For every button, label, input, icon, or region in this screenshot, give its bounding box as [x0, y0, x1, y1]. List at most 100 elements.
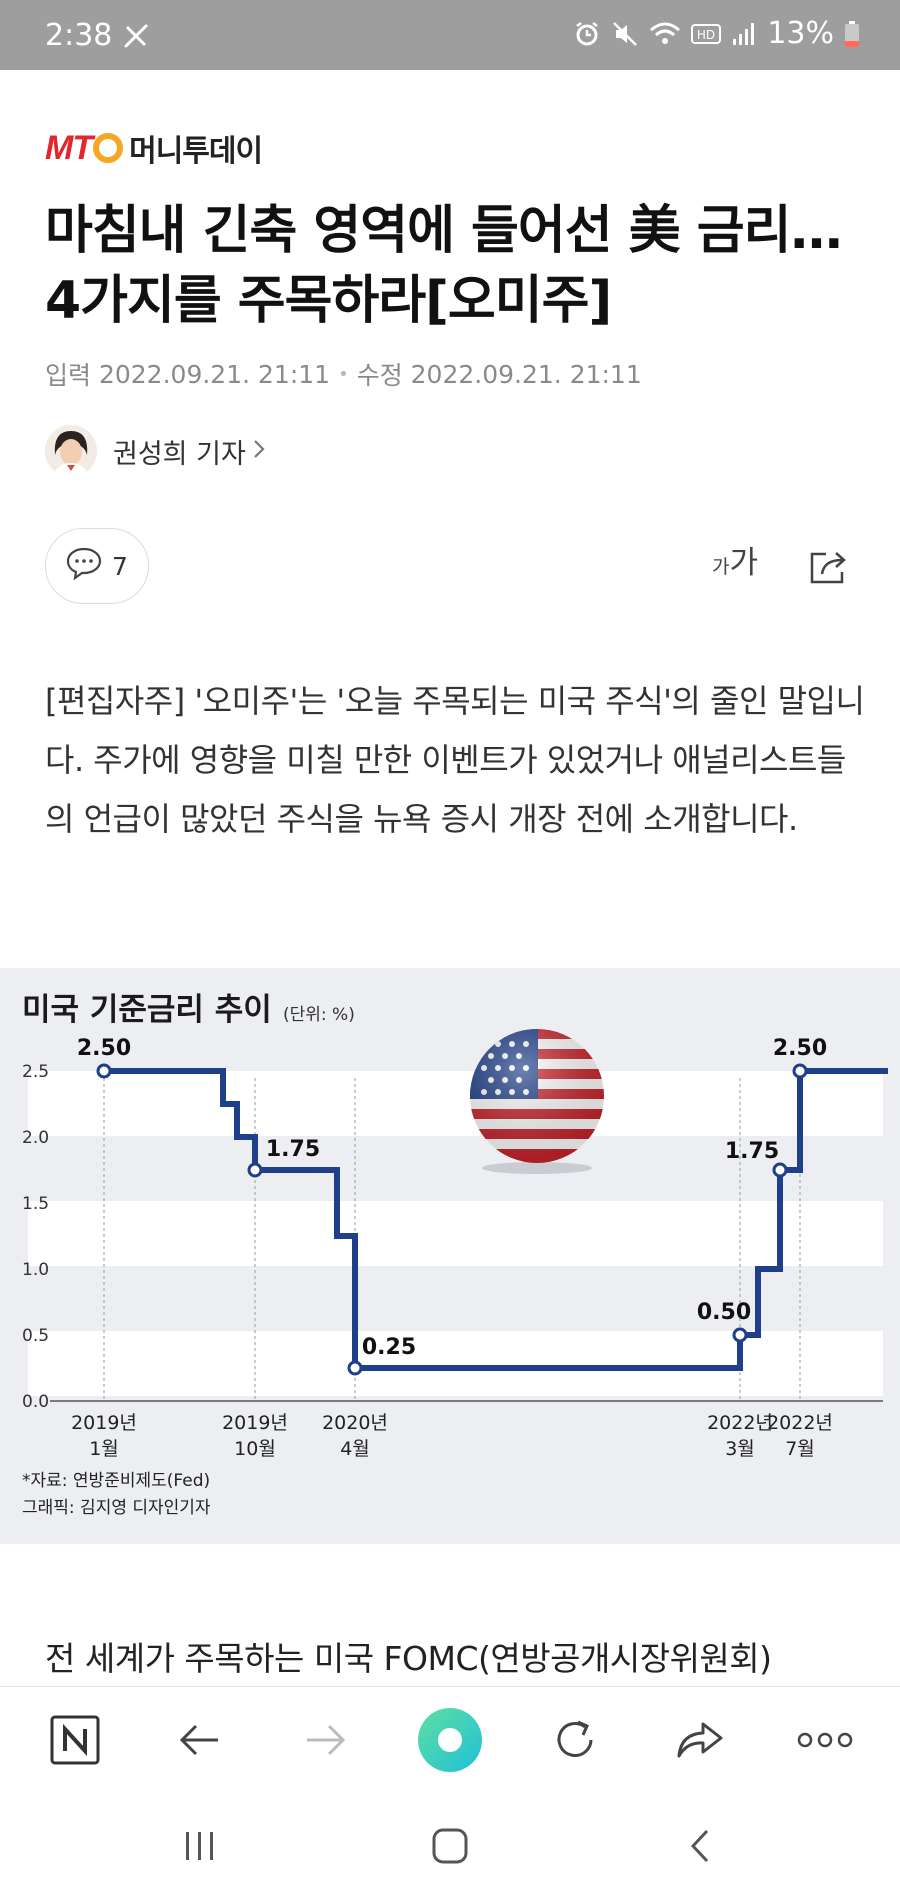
battery-percent: 13% [767, 16, 834, 51]
share-arrow-icon [677, 1722, 723, 1757]
back-button[interactable] [155, 1687, 245, 1792]
y-tick-label: 2.0 [22, 1128, 49, 1148]
data-label: 1.75 [266, 1137, 320, 1162]
chart-credit: 그래픽: 김지영 디자인기자 [22, 1498, 211, 1518]
highlight-point [732, 1327, 748, 1343]
tools-icon [122, 22, 150, 54]
separator-dot: • [338, 363, 349, 385]
article-title-line: 4가지를 주목하라[오미주] [45, 271, 612, 331]
input-label: 입력 [45, 361, 92, 390]
more-button[interactable] [780, 1687, 870, 1792]
data-label: 2.50 [77, 1036, 131, 1061]
grid-band [28, 1331, 883, 1396]
highlight-point [247, 1162, 263, 1178]
recent-apps-button[interactable] [150, 1791, 250, 1900]
logo-mark: MT [45, 128, 93, 167]
x-tick-year: 2019년 [71, 1412, 137, 1434]
x-tick-year: 2022년 [707, 1412, 773, 1434]
x-tick-year: 2020년 [322, 1412, 388, 1434]
share-icon[interactable] [808, 548, 852, 590]
naver-home-button[interactable] [30, 1687, 120, 1792]
hd-icon: HD [691, 22, 722, 46]
chart-title: 미국 기준금리 추이 [22, 992, 272, 1028]
article-title: 마침내 긴축 영역에 들어선 美 금리… 4가지를 주목하라[오미주] [45, 196, 865, 336]
y-tick-label: 2.5 [22, 1062, 49, 1082]
us-flag-icon [470, 1029, 604, 1174]
more-dots-icon [797, 1732, 853, 1747]
green-dot-icon [418, 1707, 482, 1772]
refresh-button[interactable] [530, 1687, 620, 1792]
highlight-point [792, 1063, 808, 1079]
signal-icon [731, 21, 757, 47]
article-body-line: 전 세계가 주목하는 미국 FOMC(연방공개시장위원회) [45, 1639, 772, 1678]
logo-name: 머니투데이 [129, 134, 263, 169]
edit-time: 2022.09.21. 21:11 [410, 359, 642, 389]
grid-band [28, 1071, 883, 1136]
home-button[interactable] [400, 1791, 500, 1900]
chart-unit-note: (단위: %) [283, 1005, 355, 1025]
alarm-icon [573, 20, 601, 48]
system-nav-bar [0, 1791, 900, 1900]
data-label: 0.25 [362, 1335, 416, 1360]
y-tick-label: 1.5 [22, 1194, 49, 1214]
y-tick-label: 0.0 [22, 1392, 49, 1412]
naver-n-icon [50, 1715, 100, 1764]
rate-line [104, 1068, 888, 1371]
x-tick-month: 3월 [725, 1438, 755, 1460]
grid-band [28, 1201, 883, 1266]
system-back-button[interactable] [650, 1791, 750, 1900]
comment-count: 7 [112, 551, 128, 581]
highlight-point [347, 1360, 363, 1376]
x-tick-month: 1월 [89, 1438, 119, 1460]
article-meta: 입력 2022.09.21. 21:11 • 수정 2022.09.21. 21… [45, 356, 642, 392]
browser-toolbar [0, 1686, 900, 1791]
comment-icon [66, 546, 102, 586]
data-label: 1.75 [725, 1139, 779, 1164]
data-label: 0.50 [697, 1300, 751, 1325]
font-size-big-label: 가 [729, 545, 759, 581]
author-link[interactable]: 권성희 기자 [45, 425, 266, 477]
green-dot-button[interactable] [405, 1687, 495, 1792]
status-time: 2:38 [45, 18, 113, 53]
x-tick-year: 2019년 [222, 1412, 288, 1434]
arrow-right-icon [307, 1724, 346, 1755]
status-icons: HD 13% [573, 16, 860, 51]
edit-label: 수정 [356, 361, 403, 390]
arrow-left-icon [179, 1724, 218, 1755]
rate-chart: 미국 기준금리 추이 (단위: %) 0.0 0.5 1.0 1.5 2.0 2.5 [0, 968, 900, 1544]
highlight-point [96, 1063, 112, 1079]
editor-note: [편집자주] '오미주'는 '오늘 주목되는 미국 주식'의 줄인 말입니다. … [45, 682, 865, 838]
wifi-icon [649, 20, 681, 48]
data-label: 2.50 [773, 1036, 827, 1061]
x-tick-labels: 2019년 1월 2019년 10월 2020년 4월 2022년 3월 2022년 7월 [71, 1412, 833, 1460]
x-tick-year: 2022년 [767, 1412, 833, 1434]
article-title-line: 마침내 긴축 영역에 들어선 美 금리… [45, 201, 842, 261]
comment-button[interactable]: 7 [45, 528, 149, 604]
status-bar: 2:38 HD 13% [0, 0, 900, 70]
x-tick-month: 10월 [234, 1438, 276, 1460]
publisher-logo[interactable]: MT 머니투데이 [45, 126, 263, 170]
y-tick-label: 1.0 [22, 1260, 49, 1280]
highlight-points: 2.50 1.75 0.25 0.50 1.75 2.50 [77, 1036, 827, 1376]
mute-icon [611, 20, 639, 48]
refresh-icon [557, 1720, 593, 1757]
input-time: 2022.09.21. 21:11 [98, 359, 331, 389]
y-tick-label: 0.5 [22, 1326, 49, 1346]
recent-apps-icon [186, 1831, 213, 1860]
x-tick-month: 4월 [340, 1438, 370, 1460]
svg-text:HD: HD [697, 28, 715, 42]
home-icon [432, 1828, 468, 1863]
share-button[interactable] [655, 1687, 745, 1792]
y-tick-labels: 0.0 0.5 1.0 1.5 2.0 2.5 [22, 1062, 49, 1412]
font-size-button[interactable]: 가 가 [712, 548, 758, 579]
logo-circle-icon [93, 133, 124, 163]
author-name: 권성희 기자 [113, 438, 246, 470]
rate-chart-svg: 미국 기준금리 추이 (단위: %) 0.0 0.5 1.0 1.5 2.0 2.5 [22, 992, 888, 1518]
battery-icon [844, 20, 860, 48]
chevron-left-icon [690, 1829, 709, 1862]
author-avatar [45, 425, 97, 477]
chevron-right-icon [252, 438, 266, 464]
highlight-point [772, 1162, 788, 1178]
chart-source: *자료: 연방준비제도(Fed) [22, 1471, 210, 1491]
forward-button[interactable] [280, 1687, 370, 1792]
